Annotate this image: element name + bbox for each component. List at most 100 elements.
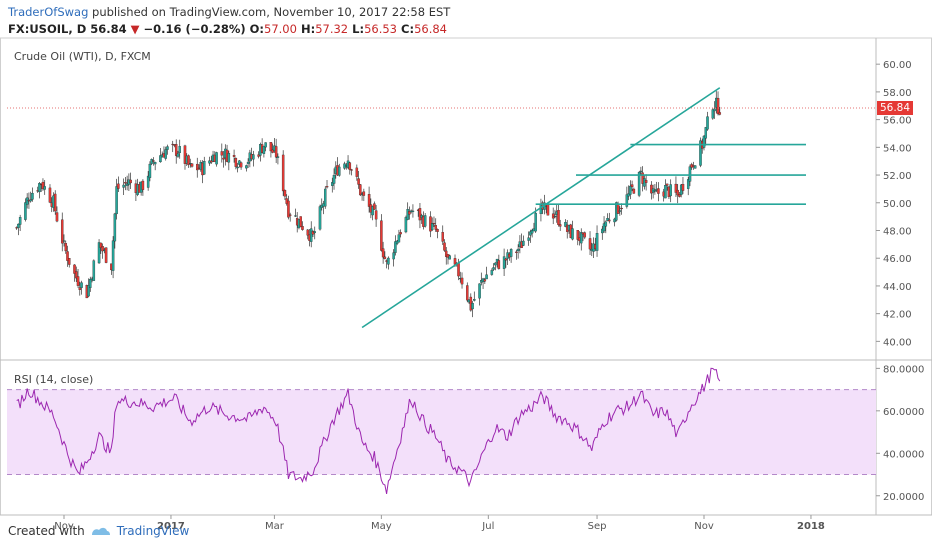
- time-tick-label: 2018: [797, 521, 825, 532]
- rsi-tick-label: 60.0000: [883, 407, 924, 418]
- candle-body: [287, 200, 290, 218]
- candle-body: [718, 112, 722, 115]
- price-tick-label: 40.00: [883, 337, 912, 348]
- candle-body: [630, 184, 634, 188]
- open-label: O:: [249, 22, 264, 36]
- close-value: 56.84: [414, 22, 448, 36]
- candle-body: [588, 238, 592, 250]
- rsi-band: [7, 389, 876, 475]
- candle-body: [129, 179, 132, 184]
- candle-body: [502, 256, 506, 269]
- candle-body: [288, 214, 292, 216]
- candle-body: [62, 240, 66, 242]
- candle-body: [227, 153, 231, 163]
- candle-body: [257, 154, 260, 157]
- tradingview-brand[interactable]: TradingView: [116, 524, 190, 538]
- candle-body: [494, 262, 497, 266]
- candle-body: [38, 183, 41, 193]
- rsi-tick-label: 80.0000: [883, 364, 924, 375]
- candle-body: [515, 251, 518, 253]
- candle-body: [222, 157, 225, 160]
- candle-body: [397, 234, 401, 243]
- candle-body: [406, 209, 409, 220]
- candle-body: [92, 260, 96, 281]
- candle-body: [324, 188, 327, 207]
- candle-body: [616, 204, 620, 214]
- candle-body: [387, 257, 390, 265]
- candle-body: [362, 191, 366, 196]
- candle-body: [220, 151, 224, 156]
- candle-body: [196, 163, 199, 171]
- symbol-label: FX:USOIL, D: [8, 22, 87, 36]
- candle-body: [632, 188, 636, 194]
- candle-body: [318, 206, 322, 230]
- candle-body: [509, 249, 513, 257]
- candle-body: [281, 154, 285, 192]
- candle-body: [350, 169, 353, 171]
- candle-body: [190, 163, 194, 167]
- candle-body: [443, 242, 446, 251]
- candle-body: [104, 247, 108, 263]
- candle-body: [367, 194, 371, 207]
- candle-body: [699, 140, 702, 166]
- candle-body: [394, 241, 397, 253]
- candle-body: [68, 258, 71, 265]
- candle-body: [546, 203, 550, 216]
- candle-body: [606, 217, 609, 221]
- candle-body: [620, 207, 623, 210]
- time-tick-label: Nov: [694, 521, 714, 532]
- candle-body: [55, 212, 59, 222]
- candle-body: [80, 282, 83, 288]
- candle-body: [153, 162, 157, 165]
- author-link[interactable]: TraderOfSwag: [8, 5, 89, 19]
- candle-body: [331, 182, 334, 186]
- candle-body: [174, 144, 178, 156]
- candle-body: [215, 152, 218, 165]
- low-label: L:: [352, 22, 365, 36]
- candle-body: [553, 215, 557, 218]
- candle-body: [348, 162, 352, 170]
- candle-body: [657, 188, 660, 194]
- high-value: 57.32: [315, 22, 349, 36]
- candle-body: [441, 232, 444, 242]
- candle-body: [676, 189, 679, 196]
- candle-body: [374, 210, 378, 220]
- quote-line: FX:USOIL, D 56.84 ▼ −0.16 (−0.28%) O:57.…: [8, 21, 450, 38]
- candle-body: [171, 143, 174, 146]
- candle-body: [262, 145, 266, 154]
- candle-body: [115, 186, 118, 215]
- low-value: 56.53: [364, 22, 398, 36]
- candle-body: [381, 248, 385, 258]
- price-tick-label: 54.00: [883, 143, 912, 154]
- footer: Created with TradingView: [8, 524, 189, 538]
- time-tick-label: Nov: [54, 521, 74, 532]
- price-tick-label: 52.00: [883, 171, 912, 182]
- candle-body: [664, 185, 667, 199]
- candle-body: [408, 211, 411, 215]
- candle-body: [404, 217, 408, 233]
- candle-body: [122, 184, 125, 188]
- candle-body: [613, 218, 616, 223]
- candle-body: [702, 135, 706, 148]
- candle-body: [576, 230, 580, 240]
- candle-body: [125, 183, 129, 186]
- candle-body: [43, 186, 46, 190]
- price-panel-title: Crude Oil (WTI), D, FXCM: [14, 50, 151, 63]
- chart-header: TraderOfSwag published on TradingView.co…: [8, 4, 450, 38]
- candle-body: [641, 172, 644, 184]
- candle-body: [60, 219, 64, 244]
- candle-body: [309, 228, 313, 242]
- candle-body: [232, 155, 236, 157]
- candle-body: [604, 221, 608, 227]
- created-with-label: Created with: [8, 524, 85, 538]
- candle-body: [627, 193, 630, 197]
- candle-body: [371, 206, 374, 216]
- candle-body: [41, 181, 45, 190]
- candle-body: [423, 215, 427, 227]
- price-tick-label: 60.00: [883, 60, 912, 71]
- candle-body: [669, 184, 672, 197]
- time-tick-label: Jul: [481, 521, 494, 532]
- candle-body: [558, 224, 562, 227]
- candle-body: [87, 285, 90, 297]
